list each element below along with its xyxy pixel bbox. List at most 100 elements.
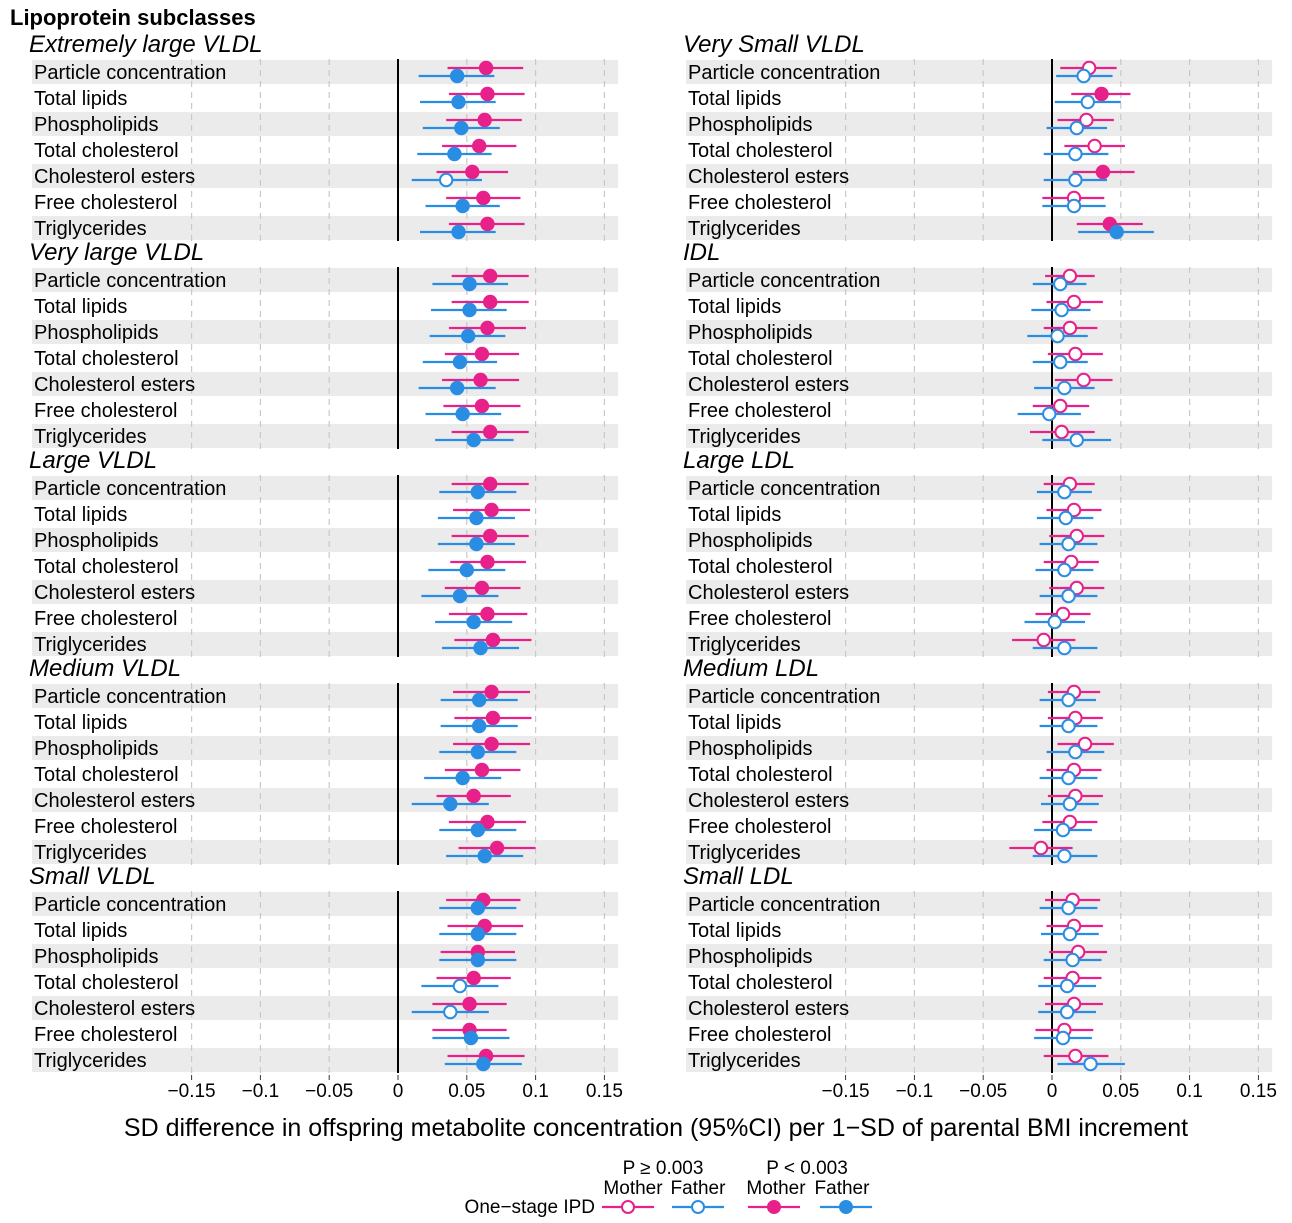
x-tick-label: 0.15 (586, 1081, 623, 1102)
mother-point (1062, 320, 1078, 336)
row-label: Total lipids (34, 88, 127, 110)
row-label: Phospholipids (688, 946, 813, 968)
panels-layer: Extremely large VLDL Particle concentrati… (29, 31, 1273, 1073)
panel-title: Very Small VLDL (683, 31, 865, 58)
row-label: Particle concentration (688, 62, 880, 84)
x-tick-label: −0.15 (822, 1081, 870, 1102)
row-label: Phospholipids (34, 946, 159, 968)
mother-point (1076, 372, 1091, 388)
row-label: Triglycerides (688, 634, 801, 656)
mother-point (462, 996, 477, 1012)
row-label: Cholesterol esters (34, 790, 195, 812)
row-stripe (686, 476, 1273, 500)
father-point (1061, 536, 1076, 552)
father-point (470, 822, 486, 838)
father-point (469, 536, 484, 552)
panel-very-small-vldl: Very Small VLDL Particle concentration Tot… (683, 31, 1273, 241)
row-label: Total lipids (688, 88, 781, 110)
row-stripe (686, 580, 1273, 604)
row-label: Total cholesterol (688, 556, 833, 578)
legend-label-father-sig: Father (815, 1178, 871, 1199)
row-label: Cholesterol esters (34, 166, 195, 188)
mother-point (482, 476, 498, 492)
mother-point (484, 684, 499, 700)
row-stripe (32, 216, 619, 240)
row-stripe (32, 268, 619, 292)
row-stripe (686, 892, 1273, 916)
row-label: Phospholipids (688, 738, 813, 760)
row-stripe (686, 528, 1273, 552)
father-point (1061, 900, 1076, 916)
row-label: Free cholesterol (34, 1024, 177, 1046)
father-point (1054, 302, 1069, 318)
father-point (466, 614, 481, 630)
panel-title: Very large VLDL (29, 239, 204, 266)
row-stripe (32, 684, 619, 708)
row-stripe (686, 372, 1273, 396)
father-point (443, 1004, 458, 1020)
father-point (1068, 146, 1083, 162)
mother-point (482, 294, 498, 310)
row-stripe (32, 164, 619, 188)
father-point (1059, 978, 1075, 994)
row-label: Triglycerides (34, 1050, 147, 1072)
father-point (455, 770, 470, 786)
father-point (471, 692, 487, 708)
father-point (1057, 380, 1072, 396)
mother-point (480, 606, 495, 622)
x-tick-label: 0.15 (1240, 1081, 1277, 1102)
panel-title: Small VLDL (29, 863, 156, 890)
row-stripe (686, 424, 1273, 448)
row-label: Particle concentration (688, 270, 880, 292)
panel-very-large-vldl: Very large VLDL Particle concentration Tot… (29, 239, 619, 449)
row-stripe (32, 840, 619, 864)
row-label: Cholesterol esters (688, 790, 849, 812)
row-label: Triglycerides (688, 426, 801, 448)
father-point (1053, 276, 1068, 292)
panel-idl: IDL Particle concentration Total lipids Pho… (683, 239, 1273, 449)
row-label: Total lipids (688, 712, 781, 734)
row-label: Free cholesterol (688, 816, 831, 838)
mother-point (480, 216, 495, 232)
legend-label-mother-nonsig: Mother (603, 1178, 663, 1199)
father-point (1061, 718, 1076, 734)
x-tick-label: −0.1 (896, 1081, 934, 1102)
row-label: Total cholesterol (34, 140, 179, 162)
panel-title: Large VLDL (29, 447, 157, 474)
father-point (462, 302, 477, 318)
mother-point (474, 580, 490, 596)
mother-point (1079, 112, 1094, 128)
legend-key-point-father-nonsig (691, 1200, 705, 1214)
father-point (470, 900, 486, 916)
row-label: Free cholesterol (688, 1024, 831, 1046)
mother-point (465, 164, 480, 180)
x-tick-label: 0 (393, 1081, 404, 1102)
legend-key-point-mother-nonsig (621, 1200, 635, 1214)
row-stripe (686, 216, 1273, 240)
mother-point (485, 632, 501, 648)
father-point (1057, 562, 1072, 578)
x-tick-label: −0.15 (168, 1081, 216, 1102)
row-stripe (686, 320, 1273, 344)
father-point (1042, 406, 1057, 422)
row-label: Particle concentration (688, 686, 880, 708)
row-stripe (32, 736, 619, 760)
mother-point (480, 814, 495, 830)
row-stripe (686, 112, 1273, 136)
row-label: Phospholipids (34, 114, 159, 136)
row-label: Free cholesterol (34, 192, 177, 214)
mother-point (484, 736, 499, 752)
mother-point (466, 970, 481, 986)
father-point (449, 380, 465, 396)
mother-point (1068, 1048, 1083, 1064)
father-point (1059, 1004, 1075, 1020)
row-label: Total lipids (688, 296, 781, 318)
x-axis-label: SD difference in offspring metabolite co… (124, 1114, 1188, 1142)
row-stripe (32, 60, 619, 84)
father-point (1068, 744, 1083, 760)
mother-point (480, 554, 495, 570)
panel-medium-vldl: Medium VLDL Particle concentration Total l… (29, 655, 619, 865)
panel-extremely-large-vldl: Extremely large VLDL Particle concentrati… (29, 31, 619, 241)
row-label: Total cholesterol (688, 972, 833, 994)
